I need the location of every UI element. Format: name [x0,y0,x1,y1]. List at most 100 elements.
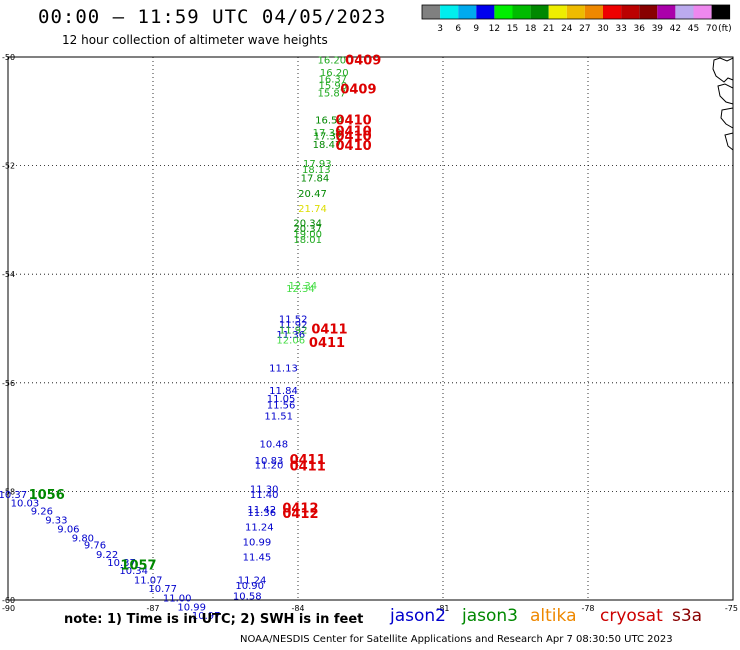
wave-height-label: 10.90 [235,581,264,592]
wave-height-label: 18.13 [302,165,331,176]
time-label: 0410 [335,130,371,145]
colorbar-label: 15 [507,24,518,34]
y-tick-label: -58 [2,487,15,496]
colorbar-label: 36 [633,24,645,34]
colorbar-swatch [657,5,676,19]
legend-altika: altika [530,606,577,626]
wave-height-label: 9.22 [96,550,118,561]
wave-height-label: 15.87 [318,88,347,99]
time-label: 1056 [29,488,65,503]
time-label: 0412 [282,502,318,517]
wave-height-label: 18.47 [313,140,342,151]
wave-height-label: 11.40 [250,490,279,501]
colorbar-label: 42 [670,24,681,34]
y-tick-label: -60 [2,596,15,605]
wave-height-label: 10.48 [260,440,289,451]
legend-jason2: jason2 [390,606,446,626]
wave-height-label: 10.34 [119,566,148,577]
colorbar-label: 9 [473,24,479,34]
time-label: 0410 [335,113,371,128]
colorbar-label: 33 [615,24,626,34]
wave-height-label: 12.06 [276,335,305,346]
wave-height-label: 9.33 [45,516,67,527]
time-labels: 0409040904100410041004100411041104110411… [29,54,382,574]
colorbar-swatch [422,5,441,19]
colorbar-unit: (ft) [718,24,732,34]
colorbar-swatch [512,5,531,19]
colorbar-label: 27 [579,24,590,34]
legend-jason3: jason3 [462,606,518,626]
wave-height-label: 16.20 [318,56,347,67]
wave-height-label: 12.34 [289,281,318,292]
wave-height-label: 10.83 [255,456,284,467]
wave-height-label: 11.36 [247,508,276,519]
wave-height-label: 16.37 [318,75,347,86]
footer-note: note: 1) Time is in UTC; 2) SWH is in fe… [64,612,364,627]
time-label: 0411 [290,459,326,474]
wave-height-label: 11.30 [250,485,279,496]
coastline [712,57,734,152]
colorbar-swatch [621,5,640,19]
legend-s3a: s3a [672,606,703,626]
wave-height-label: 11.20 [255,460,284,471]
time-label: 0409 [340,82,376,97]
wave-height-label: 9.06 [57,524,79,535]
wave-height-label: 11.24 [238,575,267,586]
tick-labels: -90 -87 -84 -81 -78 -75 -50 -52 -54 -56 -58 -60 [2,53,738,613]
wave-height-label: 9.26 [31,506,53,517]
colorbar-swatch [530,5,549,19]
wave-height-labels: 16.2016.2016.3715.9815.8716.5417.3817.32… [0,56,349,622]
colorbar-swatch [711,5,730,19]
wave-height-label: 10.99 [177,603,206,614]
wave-height-label: 16.54 [315,115,344,126]
colorbar-swatch [639,5,658,19]
x-tick-label: -81 [436,604,449,613]
y-tick-label: -56 [2,379,15,388]
wave-height-label: 11.51 [264,411,293,422]
gridlines [8,57,733,600]
wave-height-label: 17.32 [314,132,343,143]
colorbar-label: 12 [489,24,500,34]
wave-height-label: 11.42 [247,505,276,516]
colorbar-swatch [440,5,459,19]
wave-height-label: 21.74 [298,204,327,215]
time-label: 0412 [282,507,318,522]
wave-height-label: 12.34 [286,284,315,295]
wave-height-label: 20.34 [293,219,322,230]
wave-height-label: 11.56 [267,401,296,412]
colorbar-label: 39 [652,24,664,34]
wave-height-label: 10.97 [192,611,221,622]
colorbar-swatch [584,5,603,19]
y-tick-label: -54 [2,270,15,279]
wave-height-label: 11.07 [134,575,163,586]
wave-height-label: 11.92 [279,326,308,337]
colorbar-label: 3 [437,24,443,34]
wave-height-label: 11.45 [243,553,272,564]
map-title: 00:00 — 11:59 UTC 04/05/2023 [38,6,387,28]
wave-height-label: 10.37 [0,490,27,501]
wave-height-label: 16.20 [320,68,349,79]
wave-height-label: 10.77 [148,584,177,595]
wave-height-label: 11.13 [269,364,298,375]
x-tick-label: -90 [2,604,15,613]
time-label: 0411 [290,453,326,468]
colorbar-label: 45 [688,24,699,34]
wave-height-label: 9.76 [84,541,106,552]
colorbar-label: 70 [706,24,718,34]
wave-height-label: 11.24 [245,523,274,534]
legend-cryosat: cryosat [600,606,663,626]
wave-height-label: 10.03 [11,498,40,509]
wave-height-label: 18.01 [293,235,322,246]
colorbar-swatch [603,5,622,19]
x-tick-label: -75 [725,604,738,613]
wave-height-label: 17.84 [301,174,330,185]
time-label: 0410 [335,139,371,154]
map-subtitle: 12 hour collection of altimeter wave hei… [62,33,328,47]
time-label: 1057 [120,559,156,574]
wave-height-label: 11.36 [276,330,305,341]
colorbar-label: 6 [455,24,461,34]
colorbar-label: 30 [597,24,609,34]
wave-height-label: 11.84 [269,386,298,397]
colorbar-label: 21 [543,24,554,34]
